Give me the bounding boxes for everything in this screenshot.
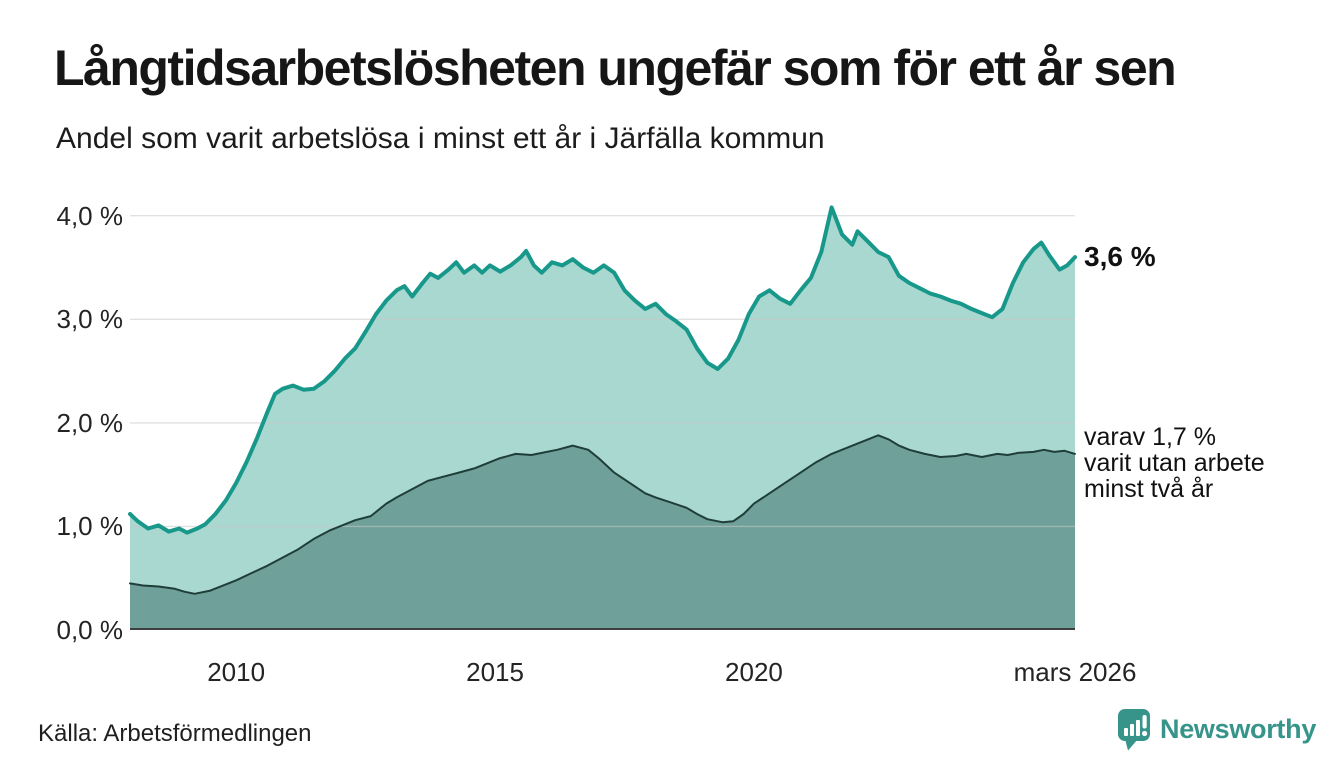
source-note: Källa: Arbetsförmedlingen [38,720,312,747]
area-chart [128,195,1077,630]
series-annotation-line: varit utan arbete [1084,448,1265,477]
x-axis-label: 2010 [207,657,266,687]
end-value-annotation: 3,6 % [1084,241,1156,273]
y-axis-label: 4,0 % [56,200,124,231]
x-axis-label: 2015 [466,657,524,687]
y-axis-label: 1,0 % [56,511,124,542]
area-chart-svg [128,205,1077,630]
line-1yr [128,205,1077,535]
series-annotation-line: varav 1,7 % [1084,422,1217,451]
newsworthy-logo: Newsworthy [1117,708,1316,751]
y-axis-label: 0,0 % [56,615,124,645]
page-subtitle: Andel som varit arbetslösa i minst ett å… [56,122,825,155]
y-axis-label: 3,0 % [56,304,124,335]
area-1yr [130,207,1075,594]
x-axis-label: 2020 [725,657,783,687]
line-2yr [129,434,1076,595]
page-title: Långtidsarbetslösheten ungefär som för e… [54,40,1177,96]
area-2yr [130,435,1075,630]
series-annotation-line: minst två år [1084,474,1214,503]
series-annotation: varav 1,7 % varit utan arbete minst två år [1084,424,1265,502]
x-axis-label: mars 2026 [1013,657,1137,687]
bar-chart-pin-icon [1118,709,1150,751]
newsworthy-logo-text: Newsworthy [1160,714,1317,744]
y-axis-label: 2,0 % [56,407,124,438]
